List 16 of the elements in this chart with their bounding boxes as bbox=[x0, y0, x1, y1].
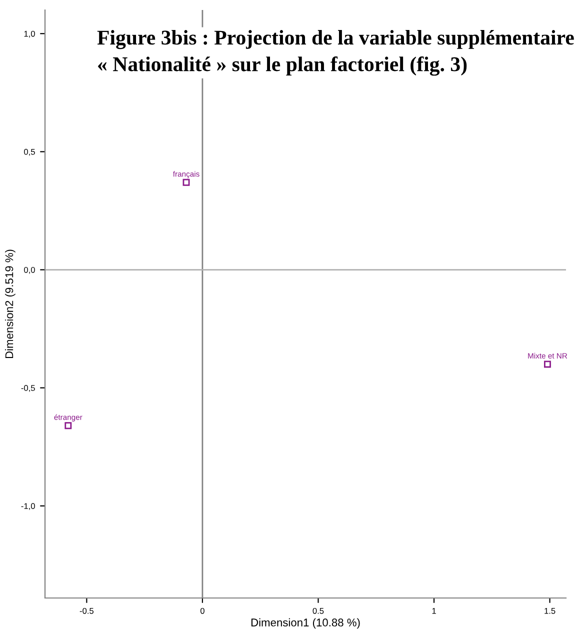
point bbox=[182, 178, 190, 186]
y-tick-label: 0,0 bbox=[24, 266, 35, 274]
y-tick-label: 0,5 bbox=[24, 148, 35, 156]
y-tick-label: 1,0 bbox=[24, 30, 35, 38]
x-tick-label: 0 bbox=[200, 608, 204, 614]
x-tick-label: 1.5 bbox=[544, 608, 556, 614]
x-tick-label: 1 bbox=[432, 608, 436, 614]
y-tick-label: -0,5 bbox=[21, 385, 35, 392]
y-tick-label: -1,0 bbox=[21, 503, 35, 510]
text: Figure 3bis : Projection de la variable supplémentaire « Nationalité » sur le plan factoriel (fig. 3) bbox=[97, 30, 574, 76]
x-axis-title: Dimension1 (10.88 %) bbox=[251, 618, 360, 629]
x-tick-label: -0.5 bbox=[80, 608, 94, 614]
point bbox=[544, 360, 551, 368]
x-tick-label: 0.5 bbox=[312, 608, 324, 614]
point bbox=[64, 422, 72, 430]
y-axis-title: Dimension2 (9.519 %) bbox=[5, 250, 16, 358]
